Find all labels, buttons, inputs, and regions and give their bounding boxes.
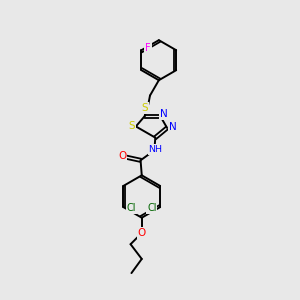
Text: Cl: Cl — [147, 203, 157, 213]
Text: NH: NH — [148, 145, 162, 154]
Text: N: N — [160, 109, 168, 119]
Text: O: O — [138, 228, 146, 238]
Text: S: S — [128, 122, 135, 131]
Text: N: N — [169, 122, 176, 132]
Text: F: F — [145, 43, 151, 53]
Text: Cl: Cl — [127, 203, 136, 213]
Text: O: O — [118, 151, 126, 161]
Text: S: S — [141, 103, 148, 113]
